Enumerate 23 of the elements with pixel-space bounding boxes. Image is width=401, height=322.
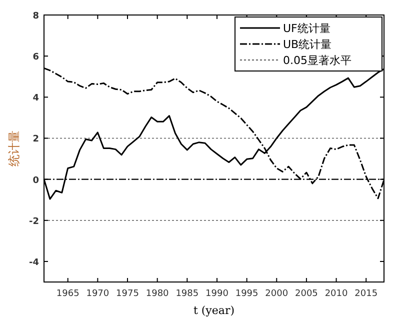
- x-axis-title: t (year): [193, 304, 235, 317]
- x-tick-label: 1980: [146, 289, 170, 299]
- y-tick-label: -2: [29, 216, 39, 227]
- y-tick-label: 4: [32, 94, 39, 104]
- legend-label: UF统计量: [283, 22, 330, 35]
- x-tick-label: 2005: [295, 289, 318, 299]
- y-tick-label: -4: [29, 258, 39, 268]
- x-tick-label: 1975: [116, 289, 139, 299]
- y-tick-label: 2: [32, 134, 39, 145]
- x-tick-label: 1965: [56, 289, 80, 299]
- y-tick-label: 0: [32, 176, 39, 186]
- x-tick-label: 2015: [354, 289, 378, 299]
- y-tick-label: 8: [32, 12, 39, 22]
- x-tick-label: 1990: [206, 289, 229, 299]
- y-tick-label: 6: [32, 52, 39, 63]
- x-tick-label: 2000: [265, 289, 288, 299]
- x-tick-label: 1985: [176, 289, 199, 299]
- y-axis-title: 统计量: [7, 130, 21, 166]
- legend-label: 0.05显著水平: [283, 54, 352, 67]
- x-tick-label: 1995: [235, 289, 258, 299]
- x-tick-label: 2010: [324, 289, 348, 299]
- x-tick-label: 1970: [86, 289, 110, 299]
- legend-label: UB统计量: [283, 38, 332, 51]
